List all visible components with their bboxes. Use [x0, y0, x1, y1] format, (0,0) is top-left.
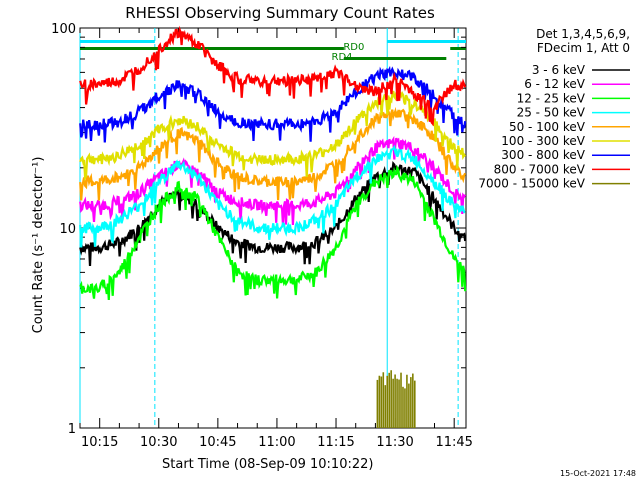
x-axis-label: Start Time (08-Sep-09 10:10:22) [162, 457, 373, 472]
x-tick-label: 10:30 [140, 435, 177, 450]
x-tick-label: 11:15 [317, 435, 354, 450]
series-line-4 [79, 144, 466, 248]
footer-date: 15-Oct-2021 17:48 [560, 469, 636, 478]
annotation-rd4: RD4 [332, 52, 353, 63]
legend-label-9: 7000 - 15000 keV [478, 177, 585, 191]
legend-label-1: 3 - 6 keV [532, 63, 586, 77]
annotation-rd0: RD0 [343, 42, 364, 53]
legend: Det 1,3,4,5,6,9, FDecim 1, Att 0 3 - 6 k… [478, 27, 630, 191]
series-line-7 [79, 65, 467, 143]
state-bar-2 [343, 57, 447, 60]
legend-label-2: 6 - 12 keV [524, 77, 586, 91]
state-bar-1 [80, 47, 344, 50]
legend-header-line-1: Det 1,3,4,5,6,9, [536, 27, 630, 41]
legend-label-6: 100 - 300 keV [501, 134, 585, 148]
series-line-8 [79, 25, 467, 127]
legend-label-5: 50 - 100 keV [509, 120, 586, 134]
chart-title: RHESSI Observing Summary Count Rates [125, 4, 435, 22]
x-tick-label: 11:00 [258, 435, 295, 450]
y-tick-label: 1 [68, 422, 76, 437]
eclipse-bar-2 [387, 40, 466, 43]
legend-label-8: 800 - 7000 keV [494, 162, 586, 176]
legend-label-7: 300 - 800 keV [501, 148, 585, 162]
legend-header-line-2: FDecim 1, Att 0 [537, 41, 630, 55]
state-bar-3 [450, 47, 466, 50]
legend-label-4: 25 - 50 keV [517, 106, 586, 120]
x-tick-label: 11:30 [376, 435, 413, 450]
y-axis-label: Count Rate (s⁻¹ detector⁻¹) [31, 157, 46, 334]
x-tick-label: 11:45 [435, 435, 472, 450]
series-line-3 [79, 164, 467, 300]
y-tick-label: 100 [51, 22, 76, 37]
x-tick-label: 10:15 [81, 435, 118, 450]
eclipse-bar-1 [80, 40, 155, 43]
series-line-5 [79, 106, 467, 201]
series-line-6 [79, 90, 467, 182]
x-tick-label: 10:45 [199, 435, 236, 450]
y-tick-label: 10 [59, 222, 76, 237]
series-line-2 [79, 135, 467, 226]
series-line-1 [79, 160, 467, 266]
legend-label-3: 12 - 25 keV [517, 91, 586, 105]
